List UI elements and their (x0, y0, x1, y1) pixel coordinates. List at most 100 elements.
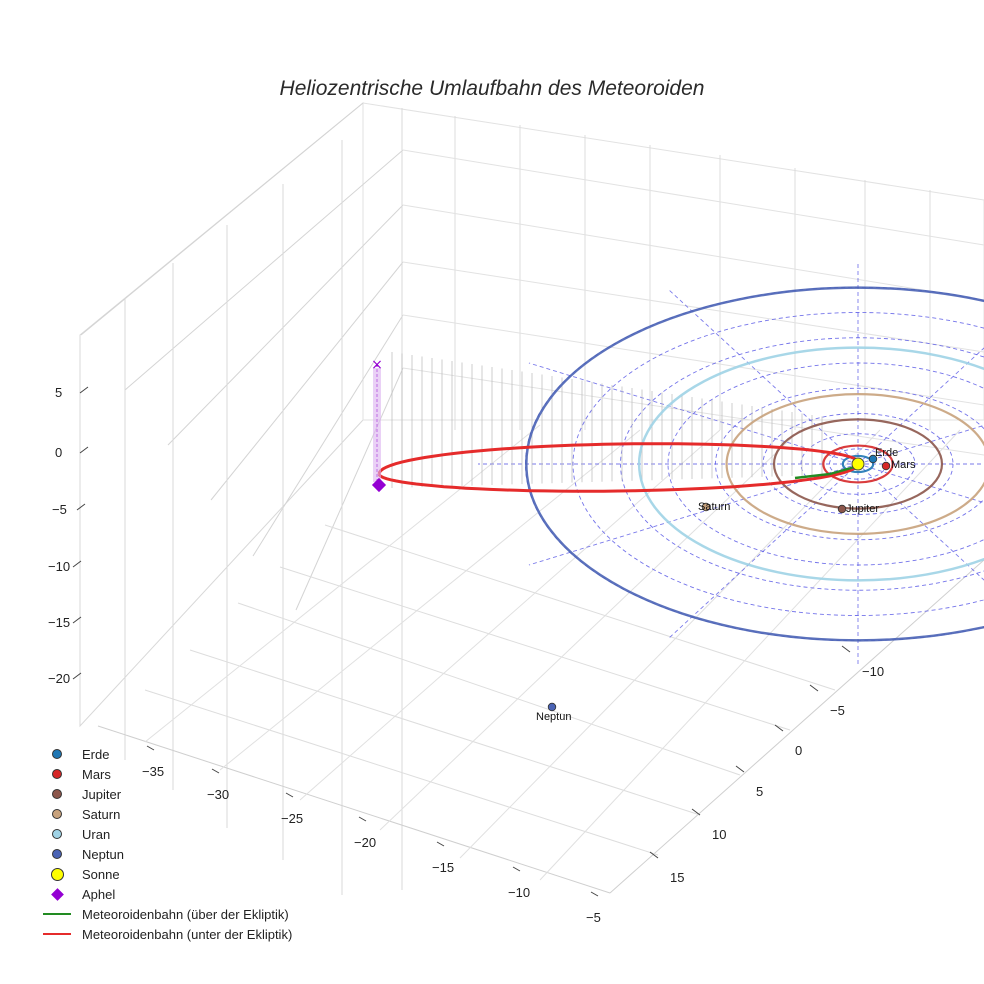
legend-item[interactable]: Meteoroidenbahn (über der Ekliptik) (40, 904, 292, 924)
legend-label: Meteoroidenbahn (über der Ekliptik) (82, 906, 289, 922)
y-tick-mark (735, 765, 745, 773)
grid-line (210, 261, 404, 501)
z-tick-mark (76, 503, 86, 511)
legend-symbol (40, 924, 74, 944)
z-tick-label: 5 (55, 385, 62, 400)
y-tick-label: 5 (756, 784, 763, 799)
legend-marker (52, 749, 62, 759)
legend-label: Neptun (82, 846, 124, 862)
x-tick-mark (436, 841, 445, 847)
x-tick-mark (285, 792, 294, 798)
grid-line (144, 424, 541, 743)
legend-marker (52, 849, 62, 859)
grid-line (252, 314, 404, 557)
legend-marker (52, 829, 62, 839)
legend-label: Jupiter (82, 786, 122, 802)
grid-line (379, 429, 801, 831)
planet-label-jupiter: Jupiter (846, 503, 879, 515)
floor-edge (609, 559, 984, 894)
planet-mars (881, 461, 891, 471)
legend-item[interactable]: Jupiter (40, 784, 292, 804)
planet-orbits (525, 286, 984, 642)
z-tick-label: −10 (48, 559, 70, 574)
grid-line (459, 429, 881, 859)
grid-line (219, 429, 641, 771)
legend-marker (50, 887, 64, 901)
legend-item[interactable]: Mars (40, 764, 292, 784)
grid-line (237, 602, 741, 776)
y-tick-label: −5 (830, 703, 845, 718)
grid-line (402, 261, 984, 353)
legend-symbol (40, 824, 74, 844)
legend-item[interactable]: Aphel (40, 884, 292, 904)
legend-marker (43, 913, 71, 915)
ecliptic-spoke (667, 288, 859, 465)
legend-item[interactable]: Saturn (40, 804, 292, 824)
legend-symbol (40, 884, 74, 904)
legend-label: Meteoroidenbahn (unter der Ekliptik) (82, 926, 293, 942)
ecliptic-spoke (857, 347, 984, 465)
y-tick-label: 15 (670, 870, 684, 885)
x-tick-label: −35 (142, 764, 164, 779)
axis-panes (79, 101, 984, 728)
x-tick-label: −20 (354, 835, 376, 850)
y-tick-label: −10 (862, 664, 884, 679)
z-tick-label: 0 (55, 445, 62, 460)
y-tick-mark (691, 808, 701, 816)
legend-label: Aphel (82, 886, 116, 902)
ecliptic-spoke (857, 424, 984, 465)
grid-line (279, 566, 791, 731)
planet-saturn (701, 502, 711, 512)
ecliptic-spoke (857, 463, 984, 504)
legend-item[interactable]: Meteoroidenbahn (unter der Ekliptik) (40, 924, 292, 944)
sun-marker (851, 457, 865, 471)
grid-line (167, 204, 404, 446)
legend-marker (52, 789, 62, 799)
legend-marker (50, 867, 64, 881)
grid-line (144, 689, 659, 856)
grid-line (80, 102, 364, 336)
legend-item[interactable]: Neptun (40, 844, 292, 864)
legend-symbol (40, 744, 74, 764)
orbit-jupiter (772, 418, 944, 510)
grid-line (189, 649, 701, 816)
x-tick-label: −15 (432, 860, 454, 875)
chart-title: Heliozentrische Umlaufbahn des Meteoroid… (280, 77, 705, 100)
legend-item[interactable]: Sonne (40, 864, 292, 884)
orbit-erde (841, 454, 875, 474)
x-tick-mark (590, 891, 599, 897)
legend: Erde Mars Jupiter Saturn Uran Neptun Sonne Aphe… (40, 744, 292, 944)
y-tick-label: 10 (712, 827, 726, 842)
legend-item[interactable]: Erde (40, 744, 292, 764)
legend-marker (43, 933, 71, 935)
y-tick-mark (841, 645, 851, 653)
tick-labels: 5 0 −5 −10 −15 −20 −35 −30 −25 −20 −15 −10 −5 −10 −5 0 5… (48, 385, 884, 925)
aphel-band (373, 368, 381, 482)
orbit-saturn (725, 393, 984, 535)
z-tick-mark (79, 446, 89, 454)
planet-label-erde: Erde (875, 447, 898, 459)
x-tick-mark (512, 866, 521, 872)
pane-back (362, 102, 984, 421)
meteoroid-orbit-above (794, 464, 859, 480)
x-tick-label: −25 (281, 811, 303, 826)
ecliptic-spoke (857, 463, 984, 581)
legend-symbol (40, 904, 74, 924)
legend-label: Saturn (82, 806, 121, 822)
z-tick-mark (72, 672, 82, 680)
planet-erde (868, 454, 878, 464)
ecliptic-ring (572, 312, 984, 616)
z-tick-label: −5 (52, 502, 67, 517)
grid-line (295, 367, 404, 611)
z-tick-mark (72, 560, 82, 568)
ecliptic-spoke (667, 463, 859, 640)
pane-left (79, 101, 364, 728)
legend-symbol (40, 804, 74, 824)
meteoroid-orbit (377, 442, 860, 493)
legend-item[interactable]: Uran (40, 824, 292, 844)
legend-label: Sonne (82, 866, 120, 882)
planet-neptun (547, 702, 557, 712)
legend-symbol (40, 844, 74, 864)
orbit-uran (637, 346, 984, 582)
ecliptic-spoke (528, 362, 859, 465)
